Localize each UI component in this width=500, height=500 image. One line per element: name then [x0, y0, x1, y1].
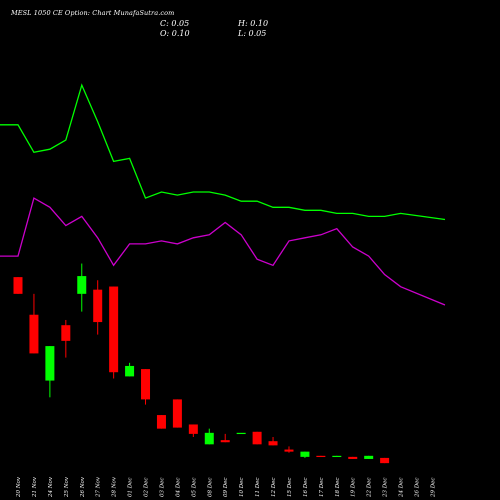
x-tick-label: 26 Nov: [80, 476, 86, 498]
candle-body: [61, 325, 71, 341]
candle-body: [236, 432, 246, 435]
x-tick-label: 02 Dec: [144, 478, 150, 498]
x-tick-label: 28 Nov: [112, 476, 118, 498]
candle-body: [348, 456, 358, 459]
candle: [284, 446, 294, 453]
low-value: L: 0.05: [238, 29, 267, 38]
candle: [45, 346, 55, 398]
chart-title: MESL 1050 CE Option: Chart MunafaSutra.c…: [11, 9, 175, 17]
candle: [204, 428, 214, 445]
candle-body: [332, 455, 342, 458]
x-tick-label: 10 Dec: [239, 478, 245, 498]
candle: [252, 431, 262, 445]
close-value: C: 0.05: [160, 19, 190, 28]
candle: [156, 415, 166, 429]
candle: [364, 455, 374, 459]
x-tick-label: 27 Nov: [96, 476, 102, 498]
candle-body: [380, 457, 390, 464]
candle-body: [125, 365, 135, 377]
candle: [61, 319, 71, 358]
x-tick-label: 22 Dec: [367, 478, 373, 499]
x-tick-label: 19 Dec: [351, 478, 357, 498]
candle-body: [13, 277, 23, 294]
candle-body: [141, 369, 151, 400]
candle: [220, 433, 230, 443]
x-tick-label: 20 Nov: [16, 476, 22, 498]
candle: [125, 362, 135, 377]
candle: [13, 277, 23, 294]
candle: [141, 369, 151, 405]
x-tick-label: 12 Dec: [271, 478, 277, 498]
candle-body: [29, 314, 39, 354]
x-tick-label: 16 Dec: [303, 478, 309, 498]
candle-body: [188, 424, 198, 434]
candle-body: [156, 415, 166, 429]
candle: [268, 437, 278, 446]
x-tick-label: 24 Dec: [399, 478, 405, 499]
x-tick-label: 26 Dec: [415, 478, 421, 499]
candle-body: [268, 441, 278, 446]
candle-body: [252, 431, 262, 445]
candle: [316, 455, 326, 458]
x-tick-label: 25 Nov: [64, 476, 70, 498]
candle: [188, 424, 198, 438]
x-tick-label: 21 Nov: [32, 476, 38, 498]
candle: [300, 451, 310, 458]
x-tick-label: 03 Dec: [160, 478, 166, 498]
candle-body: [77, 276, 87, 294]
candle: [29, 293, 39, 354]
candle-body: [284, 449, 294, 452]
candle: [236, 432, 246, 435]
x-tick-label: 09 Dec: [223, 478, 229, 498]
candle: [172, 399, 182, 428]
x-axis-ticks: 20 Nov 21 Nov 24 Nov 25 Nov 26 Nov 27 Nov 28 N…: [16, 476, 436, 498]
candle: [348, 456, 358, 459]
green-line: [0, 83, 446, 221]
x-tick-label: 11 Dec: [255, 478, 261, 498]
candle: [380, 457, 390, 464]
x-tick-label: 18 Dec: [335, 478, 341, 498]
x-tick-label: 15 Dec: [287, 478, 293, 498]
candle-body: [204, 432, 214, 445]
open-value: O: 0.10: [160, 29, 190, 38]
candle-body: [300, 451, 310, 457]
candle-body: [93, 289, 103, 323]
x-tick-label: 29 Dec: [430, 478, 436, 499]
candle-body: [364, 455, 374, 459]
purple-line: [0, 197, 446, 306]
x-tick-label: 01 Dec: [128, 478, 134, 498]
x-tick-label: 17 Dec: [319, 478, 325, 498]
high-value: H: 0.10: [238, 19, 269, 28]
candlesticks: [13, 263, 390, 464]
candle-body: [316, 455, 326, 458]
x-tick-label: 23 Dec: [383, 478, 389, 499]
x-tick-label: 04 Dec: [175, 478, 181, 498]
x-tick-label: 08 Dec: [207, 478, 213, 498]
candle: [93, 280, 103, 335]
x-tick-label: 24 Nov: [48, 476, 54, 498]
candle: [77, 263, 87, 312]
candle: [109, 286, 119, 379]
indicator-lines: [0, 83, 446, 306]
candle-body: [172, 399, 182, 428]
candle-body: [220, 440, 230, 443]
candle: [332, 455, 342, 458]
candle-body: [45, 346, 55, 381]
x-tick-label: 05 Dec: [191, 478, 197, 498]
candle-body: [109, 286, 119, 373]
